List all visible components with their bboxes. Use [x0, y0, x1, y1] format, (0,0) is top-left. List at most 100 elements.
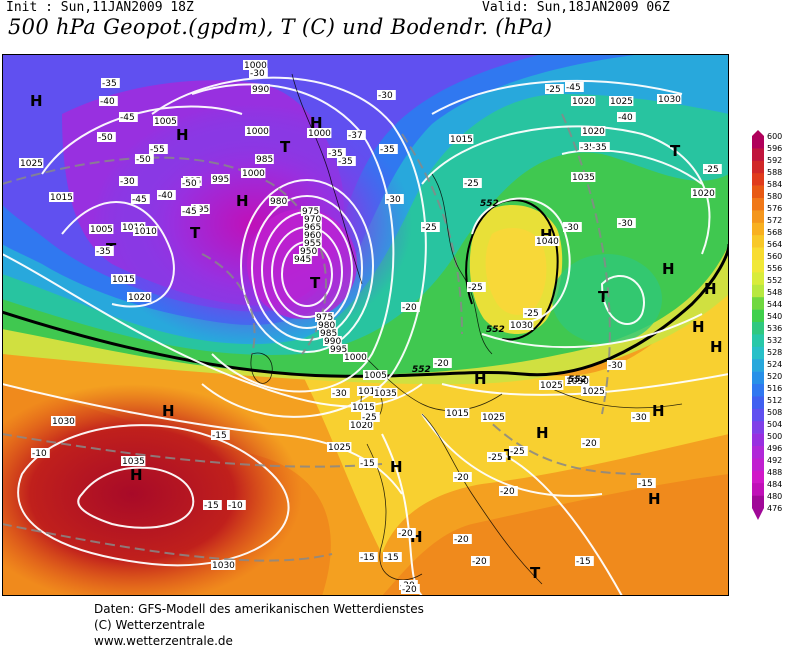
temperature-label: -15 — [360, 459, 375, 469]
colorbar-swatch — [752, 384, 764, 397]
temperature-label: -35 — [328, 149, 343, 159]
isobar-label: 1000 — [244, 61, 267, 71]
high-symbol: H — [390, 458, 403, 476]
colorbar-swatch — [752, 421, 764, 434]
high-symbol: H — [662, 260, 675, 278]
colorbar-label: 536 — [767, 324, 782, 333]
temperature-label: -20 — [472, 557, 487, 567]
high-symbol: H — [310, 114, 323, 132]
colorbar-swatch — [752, 136, 764, 149]
temperature-labels: -35-40-45-50-55-50-45-50-40-45-35-30-30-… — [31, 68, 722, 595]
isobar-label: 1020 — [692, 189, 715, 199]
colorbar-label: 600 — [767, 132, 782, 141]
colorbar-label: 560 — [767, 252, 782, 261]
isobar-label: 1005 — [90, 225, 113, 235]
isobar-label: 1000 — [344, 353, 367, 363]
isobar-label: 1030 — [566, 377, 589, 387]
high-symbol: H — [176, 126, 189, 144]
isobar-label: 960 — [304, 231, 321, 241]
isobar-label: 1000 — [308, 129, 331, 139]
isobar-label: 1000 — [246, 127, 269, 137]
high-symbol: H — [536, 424, 549, 442]
colorbar-label: 548 — [767, 288, 782, 297]
colorbar: 600 596 592 588 584 580 576 572 568 564 560 556 552 5… — [752, 130, 782, 520]
isobar-label: 985 — [320, 329, 337, 339]
colorbar-swatch — [752, 173, 764, 186]
temperature-label: -20 — [434, 359, 449, 369]
temperature-label: -40 — [158, 191, 173, 201]
ridge-tongue-inner — [485, 228, 547, 315]
temperature-label: -50 — [136, 155, 151, 165]
temperature-label: -30 — [332, 389, 347, 399]
colorbar-swatch — [752, 260, 764, 273]
colorbar-label: 476 — [767, 504, 782, 513]
colorbar-swatch — [752, 408, 764, 422]
temperature-label: -30 — [564, 223, 579, 233]
isobar-label: 1030 — [52, 417, 75, 427]
temperature-label: -30 — [608, 361, 623, 371]
colorbar-swatch — [752, 222, 764, 236]
contour-label: 552 — [412, 365, 431, 375]
temperature-label: -45 — [182, 207, 197, 217]
isobar-label: 1030 — [212, 561, 235, 571]
temperature-label: -45 — [132, 195, 147, 205]
high-symbol: H — [692, 318, 705, 336]
colorbar-swatch — [752, 309, 764, 323]
isobar-label: 1020 — [128, 293, 151, 303]
temperature-label: -40 — [618, 113, 633, 123]
isobar-label: 980 — [318, 321, 335, 331]
temperature-label: -25 — [464, 179, 479, 189]
isobar-label: 1015 — [112, 275, 135, 285]
footer-url[interactable]: www.wetterzentrale.de — [94, 634, 233, 648]
temperature-label: -15 — [204, 501, 219, 511]
temperature-label: -30 — [386, 195, 401, 205]
colorbar-swatch — [752, 446, 764, 459]
colorbar-swatch — [752, 322, 764, 335]
isobar-label: 1010 — [358, 387, 381, 397]
temperature-label: -45 — [566, 83, 581, 93]
temperature-label: -25 — [362, 413, 377, 423]
temperature-label: -20 — [582, 439, 597, 449]
temperature-label: -20 — [454, 535, 469, 545]
high-symbol: H — [130, 466, 143, 484]
colorbar-swatch — [752, 346, 764, 360]
init-time-label: Init : Sun,11JAN2009 18Z — [6, 0, 194, 15]
colorbar-swatch — [752, 160, 764, 174]
colorbar-swatch — [752, 458, 764, 472]
isobar-label: 1020 — [582, 127, 605, 137]
temperature-label: -35 — [96, 247, 111, 257]
contour-552 — [2, 243, 729, 378]
colorbar-swatch — [752, 198, 764, 211]
colorbar-label: 504 — [767, 420, 782, 429]
isobar-label: 1010 — [134, 227, 157, 237]
colorbar-label: 516 — [767, 384, 782, 393]
isobar-label: 985 — [256, 155, 273, 165]
temperature-label: -35 — [380, 145, 395, 155]
colorbar-label: 596 — [767, 144, 782, 153]
low-symbol: T — [598, 288, 609, 306]
temperature-label: -15 — [212, 431, 227, 441]
contour-552-ridge — [465, 199, 559, 341]
isobar-label: 1035 — [572, 173, 595, 183]
temperature-label: -30 — [618, 219, 633, 229]
colorbar-label: 492 — [767, 456, 782, 465]
footer-copyright: (C) Wetterzentrale — [94, 618, 205, 632]
isobar-label: 1035 — [374, 389, 397, 399]
colorbar-swatch — [752, 371, 764, 385]
colorbar-label: 508 — [767, 408, 782, 417]
high-symbol: H — [648, 490, 661, 508]
isobar-label: 1030 — [658, 95, 681, 105]
colorbar-swatch — [752, 470, 764, 484]
colorbar-label: 488 — [767, 468, 782, 477]
low-symbol: T — [190, 224, 201, 242]
temperature-label: -30 — [120, 177, 135, 187]
colorbar-label: 520 — [767, 372, 782, 381]
isobar-label: 995 — [330, 345, 347, 355]
valid-time-label: Valid: Sun,18JAN2009 06Z — [482, 0, 670, 15]
colorbar-swatch — [752, 396, 764, 410]
high-symbol: H — [652, 402, 665, 420]
colorbar-swatch — [752, 185, 764, 199]
isobar-label: 955 — [304, 239, 321, 249]
contour-label: 552 — [568, 375, 587, 385]
temperature-label: -15 — [360, 553, 375, 563]
